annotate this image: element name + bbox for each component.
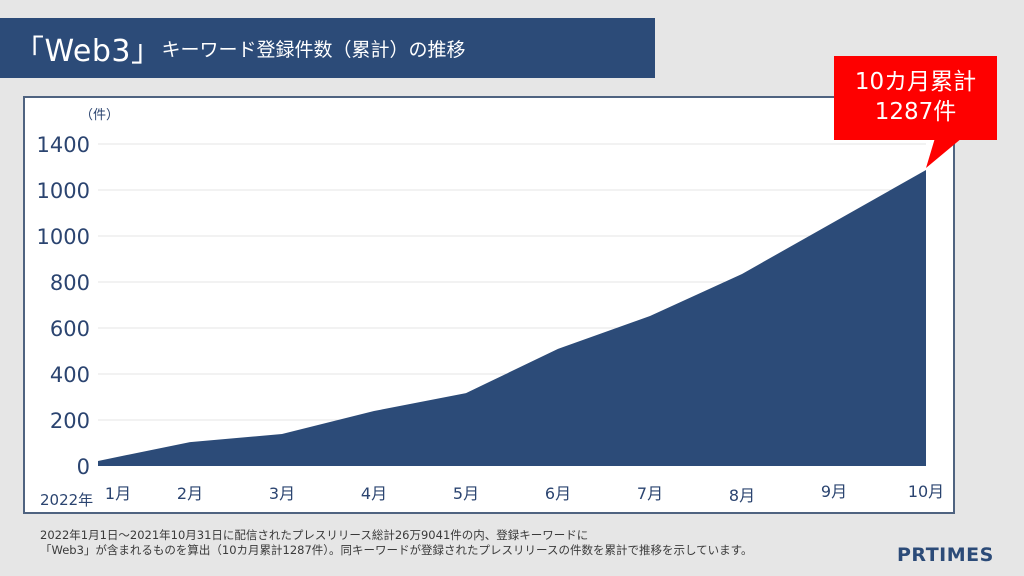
y-tick-label: 1000 <box>37 179 90 203</box>
x-tick-label: 3月 <box>269 484 295 503</box>
x-axis-year-label: 2022年 <box>40 491 93 509</box>
x-tick-label: 9月 <box>821 482 847 501</box>
x-tick-label: 5月 <box>453 484 479 503</box>
callout-line2: 1287件 <box>874 99 957 125</box>
y-tick-label: 800 <box>50 271 90 295</box>
callout-line1: 10カ月累計 <box>854 69 977 95</box>
area-fill <box>98 169 926 467</box>
title-text: キーワード登録件数（累計）の推移 <box>161 38 466 61</box>
title-keyword: 「Web3」 <box>14 34 162 69</box>
callout-tail <box>926 138 962 168</box>
x-axis-ticks: 1月 2月 3月 4月 5月 6月 7月 8月 9月 10月 <box>105 482 944 505</box>
y-tick-label: 0 <box>77 455 90 479</box>
x-tick-label: 10月 <box>908 482 944 501</box>
x-tick-label: 7月 <box>637 484 663 503</box>
y-tick-label: 200 <box>50 409 90 433</box>
y-tick-label: 400 <box>50 363 90 387</box>
y-axis-ticks: 0 200 400 600 800 1000 1000 1400 <box>37 133 90 479</box>
prtimes-logo: PRTIMES <box>897 544 994 566</box>
total-callout: 10カ月累計 1287件 <box>834 56 997 140</box>
y-axis-unit-label: （件） <box>80 108 119 123</box>
x-tick-label: 4月 <box>361 484 387 503</box>
x-tick-label: 1月 <box>105 484 131 503</box>
x-tick-label: 6月 <box>545 484 571 503</box>
y-tick-label: 1400 <box>37 133 90 157</box>
footnote: 2022年1月1日～2021年10月31日に配信されたプレスリリース総計26万9… <box>40 528 752 558</box>
x-tick-label: 8月 <box>729 486 755 505</box>
y-tick-label: 1000 <box>37 225 90 249</box>
x-tick-label: 2月 <box>177 484 203 503</box>
footnote-line2: 「Web3」が含まれるものを算出（10カ月累計1287件）。同キーワードが登録さ… <box>40 543 753 557</box>
footnote-line1: 2022年1月1日～2021年10月31日に配信されたプレスリリース総計26万9… <box>40 528 589 542</box>
area-series <box>98 169 926 467</box>
y-tick-label: 600 <box>50 317 90 341</box>
title-banner: 「Web3」 キーワード登録件数（累計）の推移 <box>0 18 655 78</box>
